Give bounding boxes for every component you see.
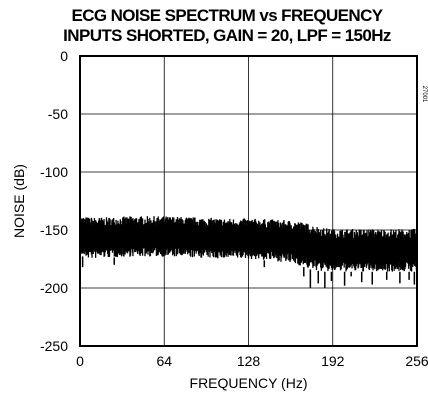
x-axis-label: FREQUENCY (Hz): [190, 375, 308, 391]
y-axis-label: NOISE (dB): [11, 164, 27, 238]
y-tick-label: 0: [60, 48, 68, 64]
noise-trace: [79, 216, 418, 288]
y-tick-label: -250: [40, 338, 68, 354]
noise-core: [80, 224, 417, 261]
chart-subtitle: INPUTS SHORTED, GAIN = 20, LPF = 150Hz: [63, 26, 391, 45]
grid-lines: [80, 56, 417, 346]
y-tick-labels: 0 -50 -100 -150 -200 -250: [40, 48, 68, 354]
x-tick-label: 192: [321, 353, 345, 369]
x-tick-label: 256: [405, 353, 428, 369]
y-tick-label: -100: [40, 164, 68, 180]
x-tick-label: 128: [237, 353, 261, 369]
x-tick-label: 64: [156, 353, 172, 369]
figure-reference-code: 27001: [421, 86, 427, 103]
y-tick-label: -50: [48, 106, 68, 122]
chart-title: ECG NOISE SPECTRUM vs FREQUENCY: [71, 6, 383, 25]
x-tick-label: 0: [76, 353, 84, 369]
y-tick-label: -200: [40, 280, 68, 296]
x-tick-labels: 0 64 128 192 256: [76, 353, 428, 369]
y-tick-label: -150: [40, 222, 68, 238]
plot-frame: [79, 55, 418, 347]
